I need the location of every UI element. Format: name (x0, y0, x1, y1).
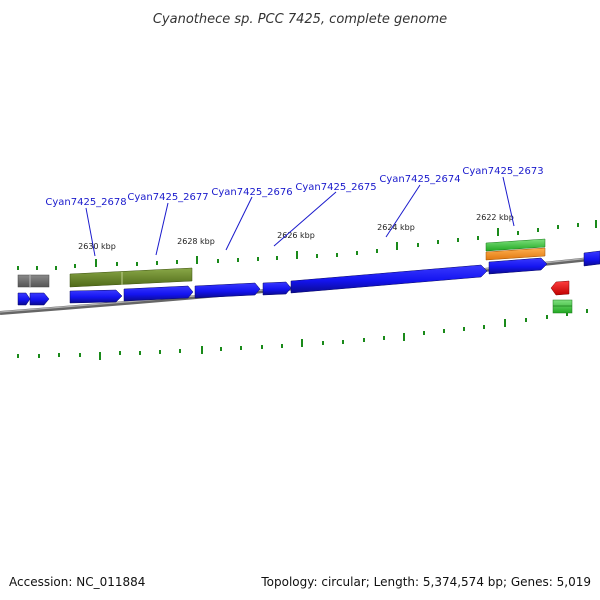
cds-arrow[interactable] (583, 250, 600, 267)
green-reverse-feature[interactable] (552, 299, 573, 314)
kbp-label: 2628 kbp (177, 237, 215, 246)
label-leader-lines (85, 176, 515, 257)
orange-feature[interactable] (485, 247, 546, 261)
cds-arrow[interactable] (262, 281, 292, 296)
gene-label-cyan7425-2677[interactable]: Cyan7425_2677 (127, 192, 208, 203)
gene-label-cyan7425-2678[interactable]: Cyan7425_2678 (45, 197, 126, 208)
kbp-label: 2624 kbp (377, 223, 415, 232)
cds-arrow-cyan7425-2676[interactable] (194, 282, 261, 299)
genome-summary-text: Topology: circular; Length: 5,374,574 bp… (260, 575, 591, 589)
gene-label-cyan7425-2673[interactable]: Cyan7425_2673 (462, 166, 543, 177)
cds-arrow[interactable] (17, 292, 31, 306)
upper-scale-ticks (17, 220, 597, 270)
gene-label-cyan7425-2675[interactable]: Cyan7425_2675 (295, 182, 376, 193)
accession-text: Accession: NC_011884 (9, 575, 145, 589)
kbp-label: 2626 kbp (277, 231, 315, 240)
gene-label-cyan7425-2676[interactable]: Cyan7425_2676 (211, 187, 292, 198)
lower-scale-ticks (17, 309, 588, 360)
cds-arrow-cyan7425-2673[interactable] (488, 257, 548, 275)
red-feature[interactable] (550, 280, 570, 296)
cds-arrow[interactable] (29, 292, 50, 306)
olive-feature[interactable] (69, 267, 193, 288)
cds-arrow-cyan7425-2675[interactable] (290, 264, 488, 294)
green-feature[interactable] (485, 238, 546, 252)
cds-arrow-cyan7425-2678[interactable] (69, 289, 123, 304)
kbp-label: 2622 kbp (476, 213, 514, 222)
kbp-label: 2630 kbp (78, 242, 116, 251)
gene-label-cyan7425-2674[interactable]: Cyan7425_2674 (379, 174, 460, 185)
forward-cds-track (17, 250, 600, 306)
map-title: Cyanothece sp. PCC 7425, complete genome (153, 12, 447, 27)
cds-arrow-cyan7425-2677[interactable] (123, 285, 194, 302)
gray-feature[interactable] (17, 274, 50, 288)
